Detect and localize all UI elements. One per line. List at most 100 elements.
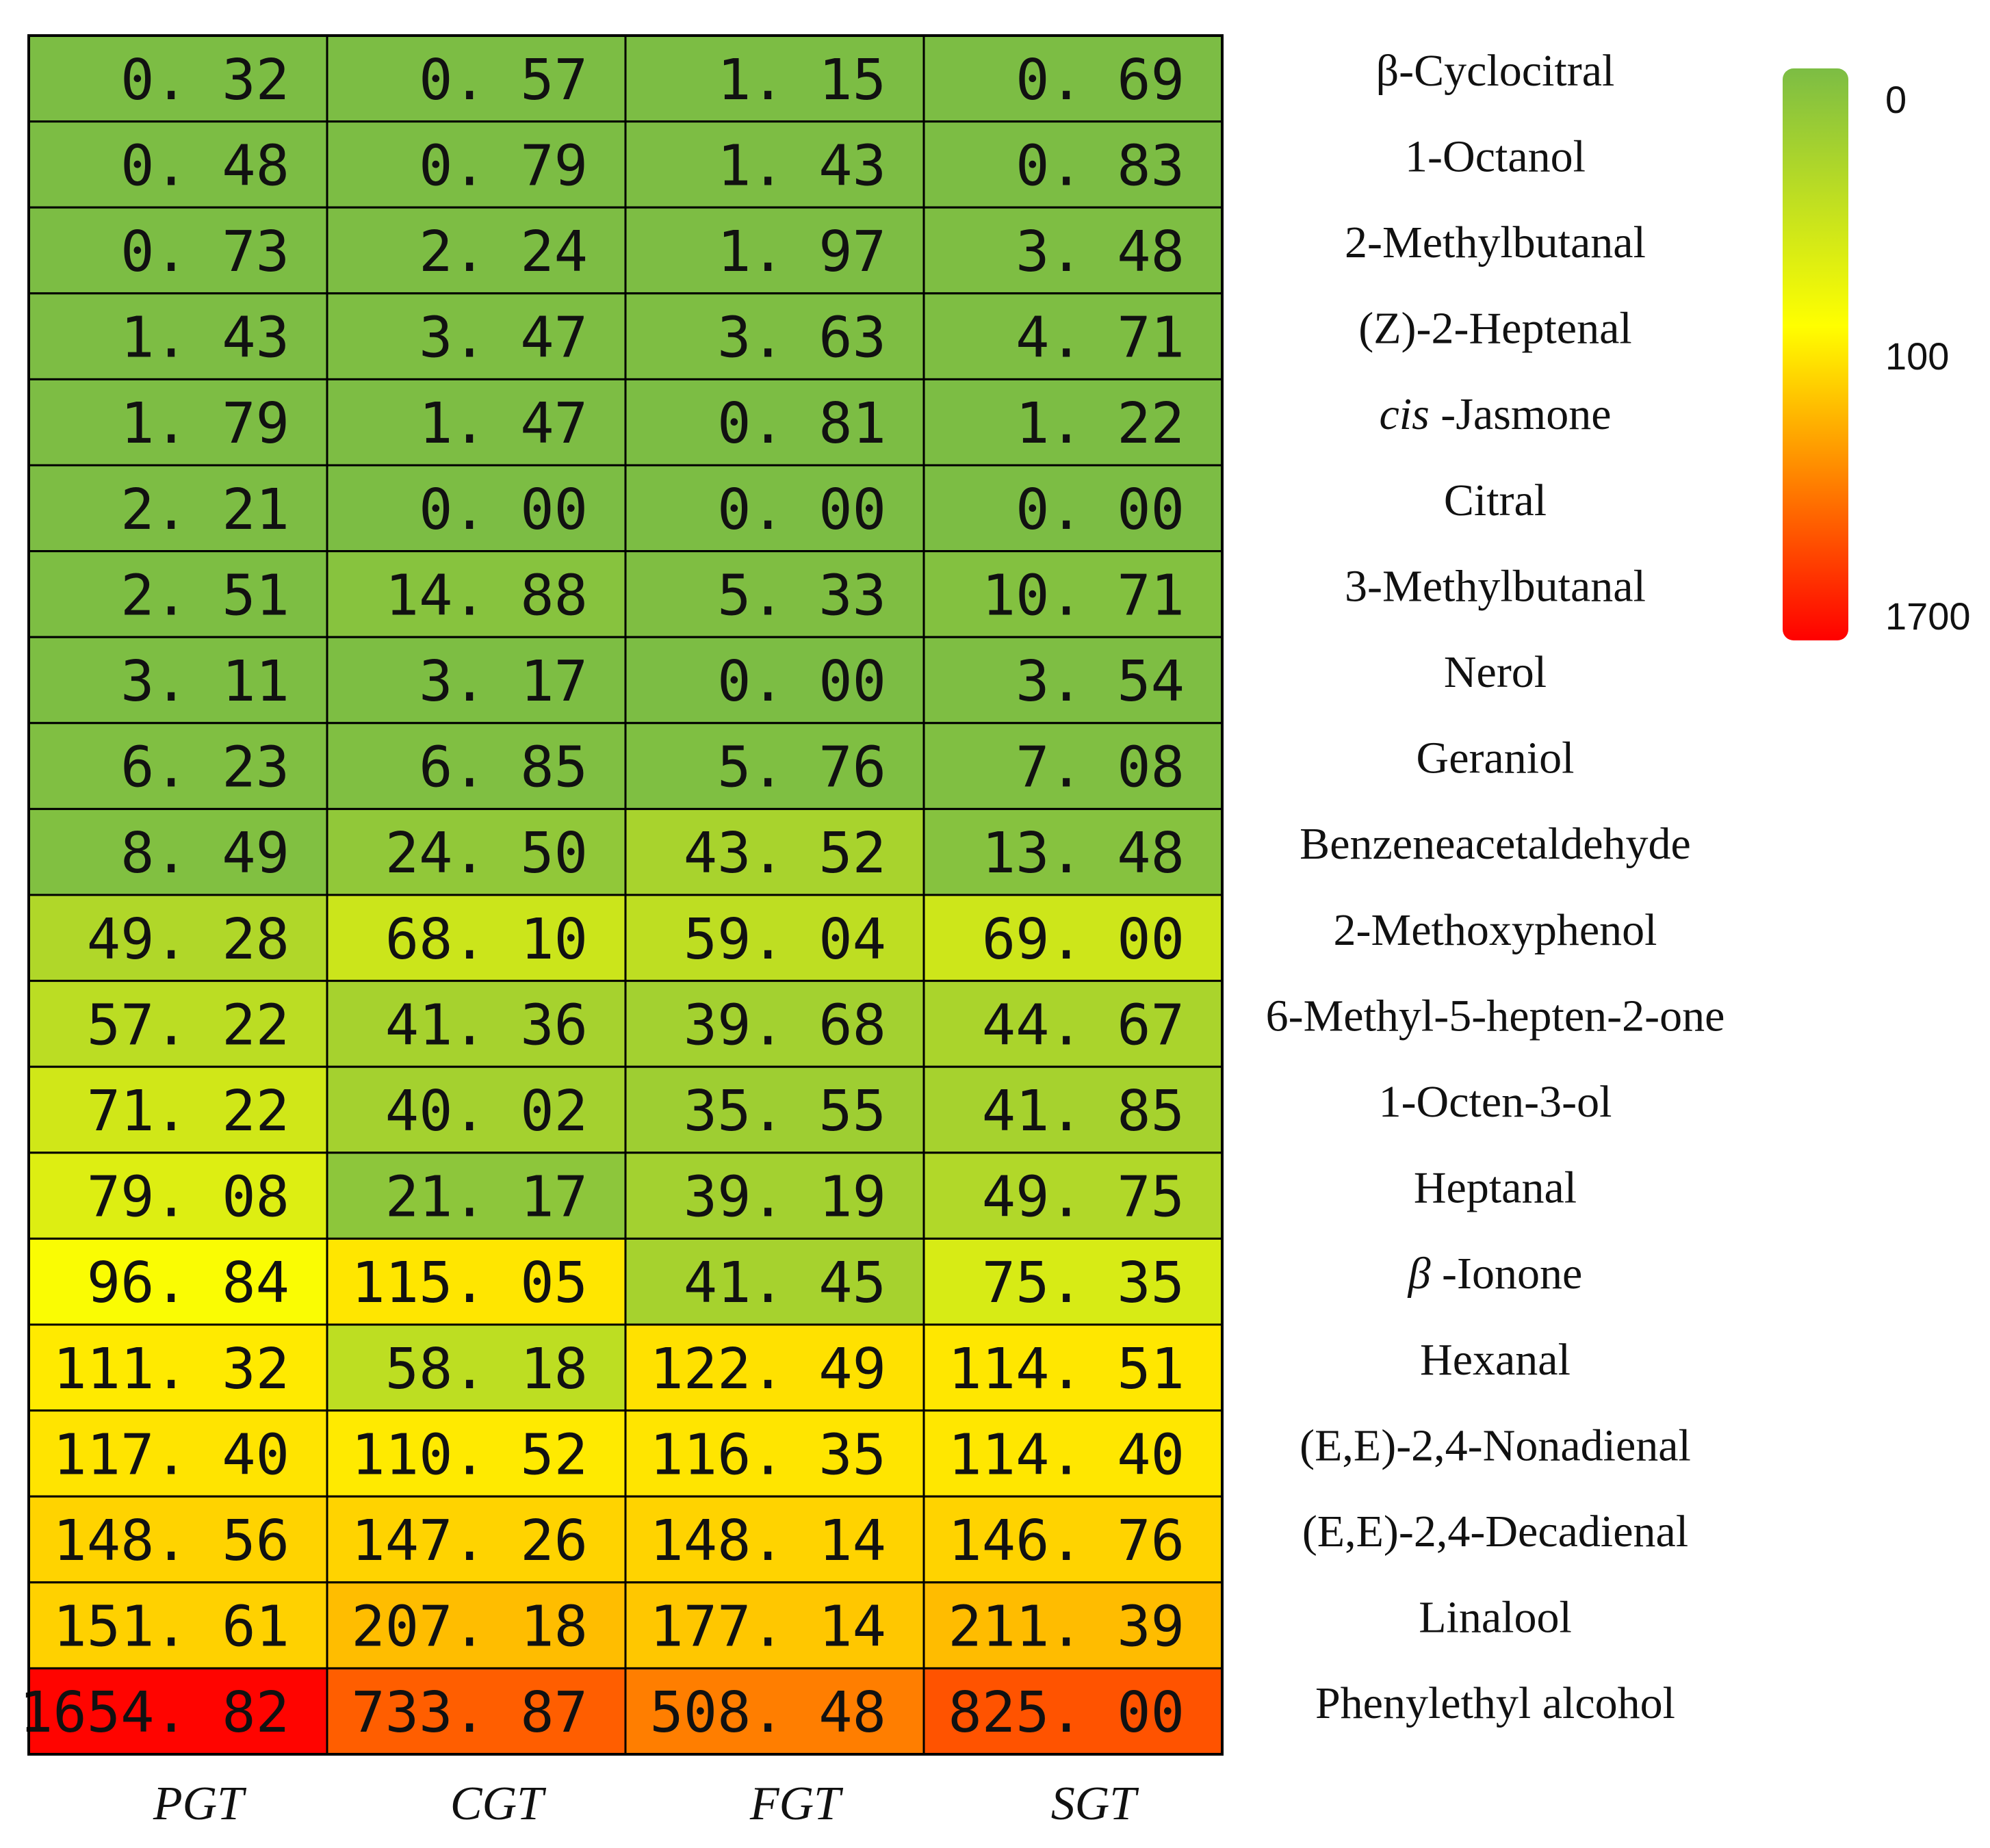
heatmap-cell [326, 1151, 627, 1240]
row-label-italic-part: cis [1379, 389, 1429, 439]
color-scale-tick-label: 0 [1885, 78, 1907, 121]
heatmap-cell [624, 1237, 925, 1326]
heatmap-border [27, 34, 1224, 1756]
heatmap-cell-value: 3. 48 [1016, 220, 1185, 285]
heatmap-cell-value: 41. 36 [385, 993, 588, 1058]
heatmap-cell-value: 146. 76 [948, 1509, 1185, 1574]
heatmap-cell [27, 1581, 328, 1669]
heatmap-cell-value: 35. 55 [684, 1079, 886, 1144]
heatmap-cell-value: 58. 18 [385, 1337, 588, 1402]
row-label: 2-Methoxyphenol [1334, 905, 1657, 955]
row-label: Citral [1444, 476, 1547, 525]
heatmap-cell-value: 114. 40 [948, 1422, 1185, 1487]
heatmap-cell-value: 1. 43 [717, 133, 886, 198]
heatmap-cell-value: 1. 15 [717, 48, 886, 113]
heatmap-cell-value: 44. 67 [982, 993, 1185, 1058]
heatmap-cell [624, 464, 925, 553]
heatmap-cell [27, 1323, 328, 1412]
heatmap-cell [922, 292, 1224, 380]
color-scale-bar [1783, 68, 1848, 640]
heatmap-cell-value: 2. 24 [419, 220, 588, 285]
heatmap-cell [624, 550, 925, 638]
heatmap-cell [922, 1495, 1224, 1584]
row-label: β -Ionone [1407, 1249, 1583, 1299]
row-label: β-Cyclocitral [1376, 46, 1615, 96]
heatmap-cell-value: 43. 52 [684, 821, 886, 886]
heatmap-cell-value: 116. 35 [649, 1422, 886, 1487]
heatmap-cell-value: 3. 54 [1016, 649, 1185, 714]
heatmap-cell-value: 96. 84 [87, 1251, 289, 1316]
heatmap-cell-value: 39. 19 [684, 1165, 886, 1230]
heatmap-cell-value: 14. 88 [385, 563, 588, 628]
heatmap-cell-value: 49. 28 [87, 907, 289, 972]
heatmap-cell-value: 59. 04 [684, 907, 886, 972]
heatmap-cell [326, 1065, 627, 1154]
heatmap-cell [27, 636, 328, 725]
heatmap-cell-value: 211. 39 [948, 1595, 1185, 1660]
heatmap-cell [27, 550, 328, 638]
row-label-rest: -Ionone [1431, 1249, 1583, 1299]
heatmap-cell-value: 0. 79 [419, 133, 588, 198]
heatmap-cell-value: 2. 21 [120, 478, 289, 543]
heatmap-cell-value: 4. 71 [1016, 306, 1185, 371]
heatmap-cells: 0. 32 0. 57 1. 15 0. 69 0. 48 0. 79 1. 43 0. 83… [19, 34, 1224, 1756]
heatmap-cell [326, 120, 627, 209]
heatmap-cell-value: 148. 56 [53, 1509, 289, 1574]
heatmap-cell-value: 0. 00 [717, 649, 886, 714]
row-label-rest: -Jasmone [1430, 389, 1612, 439]
heatmap-cell-value: 79. 08 [87, 1165, 289, 1230]
heatmap-cell-value: 5. 76 [717, 736, 886, 801]
heatmap-cell-value: 0. 83 [1016, 133, 1185, 198]
heatmap-cell [326, 464, 627, 553]
heatmap-cell-value: 10. 71 [982, 563, 1185, 628]
heatmap-cell-value: 8. 49 [120, 821, 289, 886]
heatmap-cell [624, 636, 925, 725]
heatmap-cell-value: 57. 22 [87, 993, 289, 1058]
row-label: (Z)-2-Heptenal [1358, 304, 1631, 354]
heatmap-cell [326, 1409, 627, 1498]
heatmap-cell-value: 1. 79 [120, 391, 289, 456]
heatmap-cell-value: 5. 33 [717, 563, 886, 628]
heatmap-cell [27, 1667, 328, 1756]
heatmap-cell-value: 0. 81 [717, 391, 886, 456]
heatmap-cell [326, 1667, 627, 1756]
heatmap-cell-value: 24. 50 [385, 821, 588, 886]
heatmap-cell [624, 1409, 925, 1498]
row-label: Phenylethyl alcohol [1315, 1678, 1675, 1728]
heatmap-cell [624, 1065, 925, 1154]
heatmap-cell [922, 1151, 1224, 1240]
row-label: 1-Octen-3-ol [1379, 1077, 1612, 1127]
column-label: FGT [749, 1778, 844, 1830]
heatmap-cell-value: 1654. 82 [19, 1680, 289, 1745]
heatmap-cell-value: 0. 48 [120, 133, 289, 198]
heatmap-cell [922, 550, 1224, 638]
heatmap-cell-value: 1. 97 [717, 220, 886, 285]
heatmap-cell-value: 1. 22 [1016, 391, 1185, 456]
heatmap-cell-value: 151. 61 [53, 1595, 289, 1660]
column-label: SGT [1051, 1778, 1140, 1830]
heatmap-cell-value: 207. 18 [351, 1595, 588, 1660]
heatmap-cell-value: 69. 00 [982, 907, 1185, 972]
row-label: 2-Methylbutanal [1345, 218, 1646, 268]
heatmap-cell-value: 2. 51 [120, 563, 289, 628]
row-label: Heptanal [1414, 1163, 1577, 1213]
heatmap-cell-value: 3. 63 [717, 306, 886, 371]
color-scale-ticks: 0 100 1700 [1885, 78, 1971, 638]
heatmap-cell-value: 0. 00 [419, 478, 588, 543]
heatmap-cell [326, 292, 627, 380]
heatmap-cell-value: 71. 22 [87, 1079, 289, 1144]
heatmap-cell [922, 120, 1224, 209]
heatmap-cell [624, 894, 925, 982]
heatmap-cell-value: 1. 47 [419, 391, 588, 456]
row-label: (E,E)-2,4-Nonadienal [1300, 1420, 1691, 1470]
heatmap-cell-value: 122. 49 [649, 1337, 886, 1402]
heatmap-cell [922, 34, 1224, 123]
heatmap-cell-value: 733. 87 [351, 1680, 588, 1745]
heatmap-cell [27, 980, 328, 1068]
heatmap-cell [27, 464, 328, 553]
column-label: PGT [153, 1778, 247, 1830]
row-label: cis -Jasmone [1379, 389, 1611, 439]
heatmap-cell-value: 0. 00 [717, 478, 886, 543]
heatmap-cell-value: 825. 00 [948, 1680, 1185, 1745]
